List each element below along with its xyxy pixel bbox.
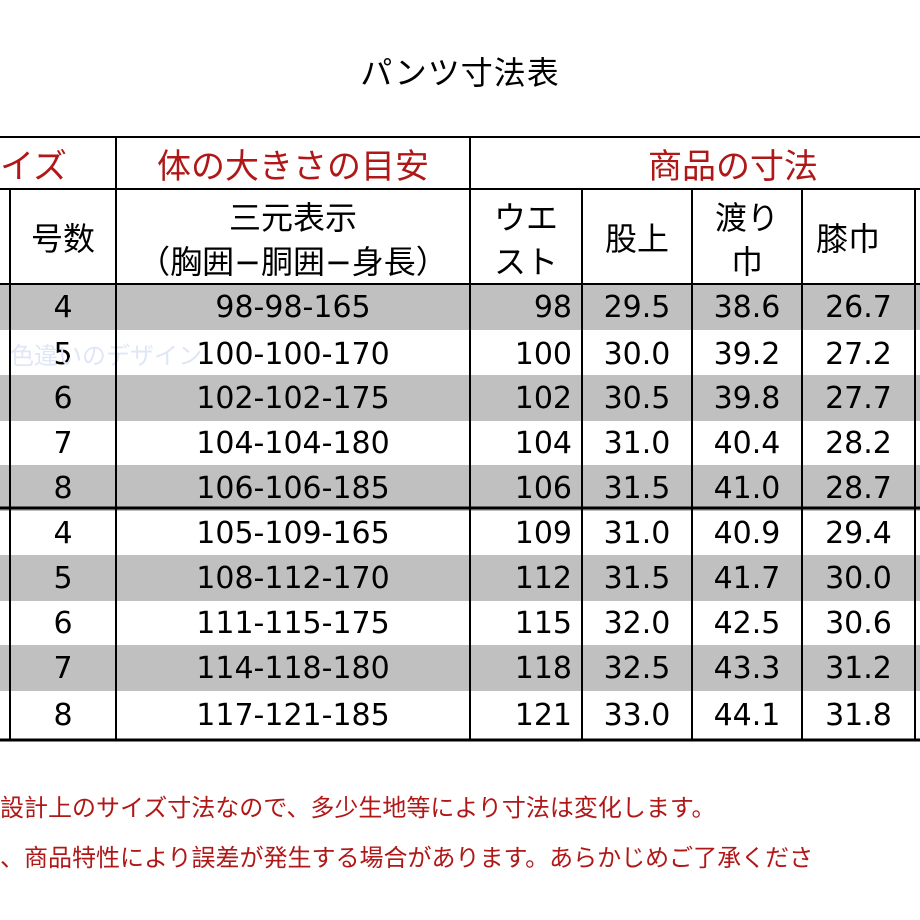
cell-waist: 121 [514, 697, 572, 733]
cell-knee: 30.6 [825, 605, 892, 641]
cell-thigh: 43.3 [713, 650, 781, 686]
cell-number: 8 [53, 697, 73, 733]
cell-thigh: 39.2 [713, 336, 781, 372]
header-size-group: イズ [0, 146, 67, 187]
cell-knee: 31.8 [825, 697, 892, 733]
cell-thigh: 44.1 [713, 697, 781, 733]
cell-number: 7 [53, 425, 73, 461]
cell-rise: 33.0 [603, 697, 671, 733]
row-shading [0, 375, 920, 421]
cell-rise: 31.5 [603, 470, 671, 506]
cell-number: 4 [53, 515, 73, 551]
note-line-1: 設計上のサイズ寸法なので、多少生地等により寸法は変化します。 [0, 794, 716, 822]
cell-number: 6 [53, 605, 73, 641]
cell-sanken: 111-115-175 [196, 605, 390, 641]
header-waist-line2: スト [493, 243, 558, 281]
cell-sanken: 108-112-170 [196, 560, 390, 596]
cell-number: 8 [53, 470, 73, 506]
header-waist-line1: ウエ [493, 199, 558, 237]
cell-waist: 118 [514, 650, 572, 686]
cell-knee: 29.4 [825, 515, 892, 551]
row-shading [0, 284, 920, 330]
header-sanken-line2: （胸囲−胴囲−身長） [138, 243, 448, 281]
header-rise: 股上 [604, 220, 669, 258]
cell-waist: 104 [514, 425, 572, 461]
cell-thigh: 41.0 [713, 470, 781, 506]
header-thigh-line1: 渡り [714, 199, 779, 237]
cell-waist: 102 [514, 380, 572, 416]
cell-knee: 27.7 [825, 380, 892, 416]
cell-waist: 106 [514, 470, 572, 506]
cell-waist: 109 [514, 515, 572, 551]
note-line-2: 、商品特性により誤差が発生する場合があります。あらかじめご了承くださ [0, 844, 814, 872]
cell-rise: 32.0 [603, 605, 671, 641]
cell-sanken: 114-118-180 [196, 650, 390, 686]
row-shading [0, 465, 920, 511]
cell-sanken: 104-104-180 [196, 425, 390, 461]
page-title: パンツ寸法表 [360, 54, 560, 92]
header-number: 号数 [30, 220, 95, 258]
watermark-text: 色違いのデザイン [10, 342, 202, 370]
cell-thigh: 40.9 [713, 515, 781, 551]
cell-knee: 28.2 [825, 425, 892, 461]
cell-thigh: 39.8 [713, 380, 781, 416]
cell-sanken: 98-98-165 [215, 289, 371, 325]
cell-number: 6 [53, 380, 73, 416]
cell-waist: 98 [533, 289, 572, 325]
cell-number: 7 [53, 650, 73, 686]
cell-rise: 30.0 [603, 336, 671, 372]
cell-thigh: 41.7 [713, 560, 781, 596]
cell-rise: 31.5 [603, 560, 671, 596]
row-shading [0, 645, 920, 691]
cell-waist: 115 [514, 605, 572, 641]
cell-sanken: 105-109-165 [196, 515, 390, 551]
cell-sanken: 100-100-170 [196, 336, 390, 372]
cell-knee: 31.2 [825, 650, 892, 686]
header-thigh-line2: 巾 [730, 243, 763, 281]
row-shading [0, 555, 920, 601]
cell-rise: 32.5 [603, 650, 671, 686]
cell-number: 4 [53, 289, 73, 325]
cell-sanken: 117-121-185 [196, 697, 390, 733]
header-product-group: 商品の寸法 [648, 146, 818, 187]
header-sanken-line1: 三元表示 [228, 199, 357, 237]
cell-rise: 31.0 [603, 515, 671, 551]
cell-waist: 100 [514, 336, 572, 372]
cell-thigh: 42.5 [713, 605, 781, 641]
cell-waist: 112 [514, 560, 572, 596]
cell-sanken: 102-102-175 [196, 380, 390, 416]
cell-number: 5 [53, 336, 73, 372]
header-body-group: 体の大きさの目安 [157, 146, 429, 187]
cell-thigh: 40.4 [713, 425, 781, 461]
cell-knee: 30.0 [825, 560, 892, 596]
cell-sanken: 106-106-185 [196, 470, 390, 506]
cell-knee: 26.7 [825, 289, 892, 325]
cell-knee: 28.7 [825, 470, 892, 506]
header-knee: 膝巾 [816, 220, 881, 258]
cell-number: 5 [53, 560, 73, 596]
cell-rise: 29.5 [603, 289, 671, 325]
cell-rise: 30.5 [603, 380, 671, 416]
cell-knee: 27.2 [825, 336, 892, 372]
cell-rise: 31.0 [603, 425, 671, 461]
cell-thigh: 38.6 [713, 289, 781, 325]
